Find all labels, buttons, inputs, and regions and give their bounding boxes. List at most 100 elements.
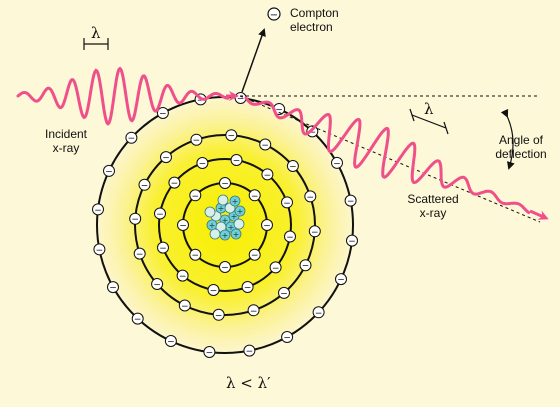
electron-shell-4-dot xyxy=(331,156,343,169)
electron-shell-2-dot xyxy=(261,168,274,181)
electron-shell-3-dot xyxy=(308,225,321,238)
electron-sign: − xyxy=(210,287,218,297)
electron-sign: − xyxy=(192,192,200,202)
electron-shell-1-dot xyxy=(189,248,202,261)
neutron xyxy=(204,206,216,218)
electron-shell-4-dot xyxy=(164,335,177,347)
proton-sign: + xyxy=(222,231,229,240)
electron-sign: − xyxy=(156,210,164,220)
electron-sign: − xyxy=(250,307,258,317)
electron-shell-4-dot xyxy=(203,346,216,358)
electron-sign: − xyxy=(264,171,272,181)
electron-sign: − xyxy=(94,206,102,216)
electron-shell-4-dot xyxy=(243,344,256,357)
electron-sign: − xyxy=(141,181,149,191)
neutron xyxy=(217,194,229,206)
electron-sign: − xyxy=(215,311,223,321)
electron-sign: − xyxy=(179,222,187,232)
electron-sign: − xyxy=(105,167,113,177)
proton xyxy=(234,205,246,217)
electron-shell-2-dot xyxy=(284,230,296,243)
scattered-direction-line xyxy=(239,95,541,223)
incident-wavelength-label: λ xyxy=(91,24,101,42)
electron-shell-2-dot xyxy=(230,154,243,166)
electron-sign: − xyxy=(251,251,259,261)
electron-shell-4-dot xyxy=(281,331,294,343)
proton-sign: + xyxy=(237,207,244,216)
electron-shell-2-dot xyxy=(241,281,254,293)
incident-wavelength-bracket xyxy=(83,38,109,50)
electron-shell-4-dot xyxy=(335,273,347,286)
incident-xray-wave xyxy=(16,66,230,126)
electron-shell-1-dot xyxy=(219,261,231,273)
electron-shell-4-dot xyxy=(92,203,104,216)
electron-shell-2-dot xyxy=(196,157,209,169)
electron-shell-3 xyxy=(134,134,316,316)
electron-sign: − xyxy=(246,347,254,357)
electron-sign: − xyxy=(131,215,139,225)
angle-of-deflection-label: Angle of deflection xyxy=(495,133,547,161)
electron-shell-4-dot xyxy=(131,312,144,325)
electron-sign: − xyxy=(167,338,175,348)
proton-sign: + xyxy=(209,221,216,230)
electrons: − − − − − − − − − − − − − − − − − − − − − − − − − − − − − − − − − − − − − − − −… xyxy=(92,92,358,359)
scattered-wavelength-bracket xyxy=(409,108,449,135)
electron-sign: − xyxy=(261,141,269,151)
electron-sign: − xyxy=(206,349,214,359)
proton-sign: + xyxy=(228,223,235,232)
electron-shell-2-dot xyxy=(281,196,293,209)
electron-sign: − xyxy=(289,163,297,173)
electron-sign: − xyxy=(283,334,291,344)
electron-shell-4-dot xyxy=(346,234,358,247)
electron-sign: − xyxy=(193,136,201,146)
electron-sign: − xyxy=(233,157,241,167)
electron-shell-4-dot xyxy=(312,306,325,319)
electron-shell-3-dot xyxy=(259,138,272,151)
wavelength-relation: λ < λ′ xyxy=(226,374,271,392)
electron-sign: − xyxy=(337,276,345,286)
electron-shell-4-dot xyxy=(103,164,115,177)
electron-sign: − xyxy=(171,179,179,189)
electron-shell-2-dot xyxy=(207,284,220,296)
scattered-xray-arrowhead xyxy=(529,209,549,220)
proton-sign: + xyxy=(232,197,239,206)
proton-sign: + xyxy=(233,230,240,239)
electron-sign: − xyxy=(275,106,283,116)
electron-sign: − xyxy=(96,246,104,256)
electron-shell-3-dot xyxy=(278,286,290,299)
electron-shell-4-dot xyxy=(344,194,357,207)
scattered-xray-label: Scattered x-ray xyxy=(407,192,459,220)
electron-shell-2 xyxy=(158,158,292,292)
electron-sign: − xyxy=(134,315,142,325)
compton-electron-arrow xyxy=(241,28,266,93)
electron-sign: − xyxy=(237,95,245,105)
electron-shell-3-dot xyxy=(129,212,142,225)
electron-shell-1-dot xyxy=(189,189,202,202)
electron-sign: − xyxy=(315,309,323,319)
proton xyxy=(230,228,242,240)
electron-sign: − xyxy=(199,160,207,170)
electron-sign: − xyxy=(179,272,187,282)
electron-sign: − xyxy=(309,128,317,138)
electron-sign: − xyxy=(192,251,200,261)
electron-sign: − xyxy=(162,154,170,164)
electron-sign: − xyxy=(286,233,294,243)
electron-sign: − xyxy=(228,132,236,142)
electron-shell-1-dot xyxy=(261,219,273,231)
proton-sign: + xyxy=(222,216,229,225)
electron-sign: − xyxy=(333,159,341,169)
electron-sign: − xyxy=(244,284,252,294)
electron-shell-3-dot xyxy=(160,151,172,164)
electron-sign: − xyxy=(181,302,189,312)
scattered-wavelength-label: λ xyxy=(424,100,434,118)
neutron xyxy=(209,228,221,240)
electron-shell-2-dot xyxy=(154,207,166,220)
electron-shell-1-dot xyxy=(248,248,261,261)
proton xyxy=(229,195,241,207)
electron-shell-4-dot xyxy=(93,243,106,256)
electron-shell-3-dot xyxy=(151,278,164,290)
electron-sign: − xyxy=(348,237,356,247)
electron-shell-1-dot xyxy=(248,189,261,202)
electron-shell-3-dot xyxy=(133,247,146,260)
electron-shell-4-dot xyxy=(156,107,169,119)
